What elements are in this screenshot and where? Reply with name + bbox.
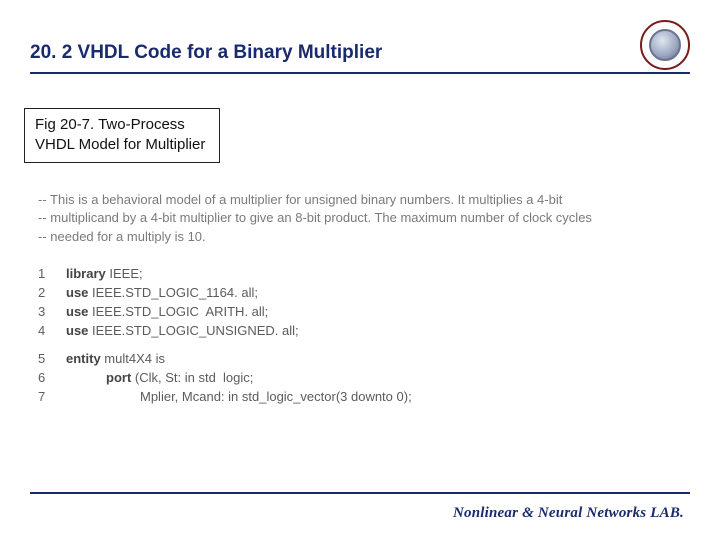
code-rest: IEEE.STD_LOGIC ARITH. all;	[88, 304, 268, 319]
footer-text: Nonlinear & Neural Networks LAB.	[453, 505, 684, 522]
code-rest: IEEE;	[106, 266, 143, 281]
logo-inner-seal	[649, 29, 681, 61]
code-comment-line: -- needed for a multiply is 10.	[38, 228, 720, 247]
code-text: use IEEE.STD_LOGIC_1164. all;	[66, 284, 258, 303]
code-line: 1 library IEEE;	[38, 265, 720, 284]
code-line: 3 use IEEE.STD_LOGIC ARITH. all;	[38, 303, 720, 322]
header: 20. 2 VHDL Code for a Binary Multiplier	[0, 0, 720, 70]
keyword: use	[66, 304, 88, 319]
keyword: entity	[66, 351, 101, 366]
footer-rule	[30, 492, 690, 494]
logo-outer-ring	[640, 20, 690, 70]
code-line: 5 entity mult4X4 is	[38, 350, 720, 369]
code-text: Mplier, Mcand: in std_logic_vector(3 dow…	[66, 388, 412, 407]
line-number: 3	[38, 303, 66, 322]
line-number: 2	[38, 284, 66, 303]
code-text: entity mult4X4 is	[66, 350, 165, 369]
line-number: 7	[38, 388, 66, 407]
code-rest: IEEE.STD_LOGIC_UNSIGNED. all;	[88, 323, 298, 338]
keyword: library	[66, 266, 106, 281]
code-text: port (Clk, St: in std logic;	[66, 369, 253, 388]
code-listing: -- This is a behavioral model of a multi…	[38, 191, 720, 407]
keyword: port	[106, 370, 131, 385]
line-number: 4	[38, 322, 66, 341]
code-line: 6 port (Clk, St: in std logic;	[38, 369, 720, 388]
keyword: use	[66, 323, 88, 338]
code-text: use IEEE.STD_LOGIC_UNSIGNED. all;	[66, 322, 299, 341]
code-comment-line: -- This is a behavioral model of a multi…	[38, 191, 720, 210]
line-number: 6	[38, 369, 66, 388]
code-comments: -- This is a behavioral model of a multi…	[38, 191, 720, 248]
code-line: 2 use IEEE.STD_LOGIC_1164. all;	[38, 284, 720, 303]
code-rest: IEEE.STD_LOGIC_1164. all;	[88, 285, 258, 300]
code-rest: mult4X4 is	[101, 351, 165, 366]
code-rest: (Clk, St: in std logic;	[131, 370, 253, 385]
figure-caption-line1: Fig 20-7. Two-Process	[35, 115, 205, 135]
code-text: library IEEE;	[66, 265, 143, 284]
figure-caption-box: Fig 20-7. Two-Process VHDL Model for Mul…	[24, 108, 220, 163]
code-gap	[38, 340, 720, 350]
figure-caption-line2: VHDL Model for Multiplier	[35, 135, 205, 155]
page-title: 20. 2 VHDL Code for a Binary Multiplier	[30, 42, 382, 70]
line-number: 5	[38, 350, 66, 369]
code-comment-line: -- multiplicand by a 4-bit multiplier to…	[38, 209, 720, 228]
code-line: 7 Mplier, Mcand: in std_logic_vector(3 d…	[38, 388, 720, 407]
header-rule	[30, 72, 690, 74]
code-line: 4 use IEEE.STD_LOGIC_UNSIGNED. all;	[38, 322, 720, 341]
university-logo	[640, 20, 690, 70]
keyword: use	[66, 285, 88, 300]
code-text: use IEEE.STD_LOGIC ARITH. all;	[66, 303, 268, 322]
line-number: 1	[38, 265, 66, 284]
